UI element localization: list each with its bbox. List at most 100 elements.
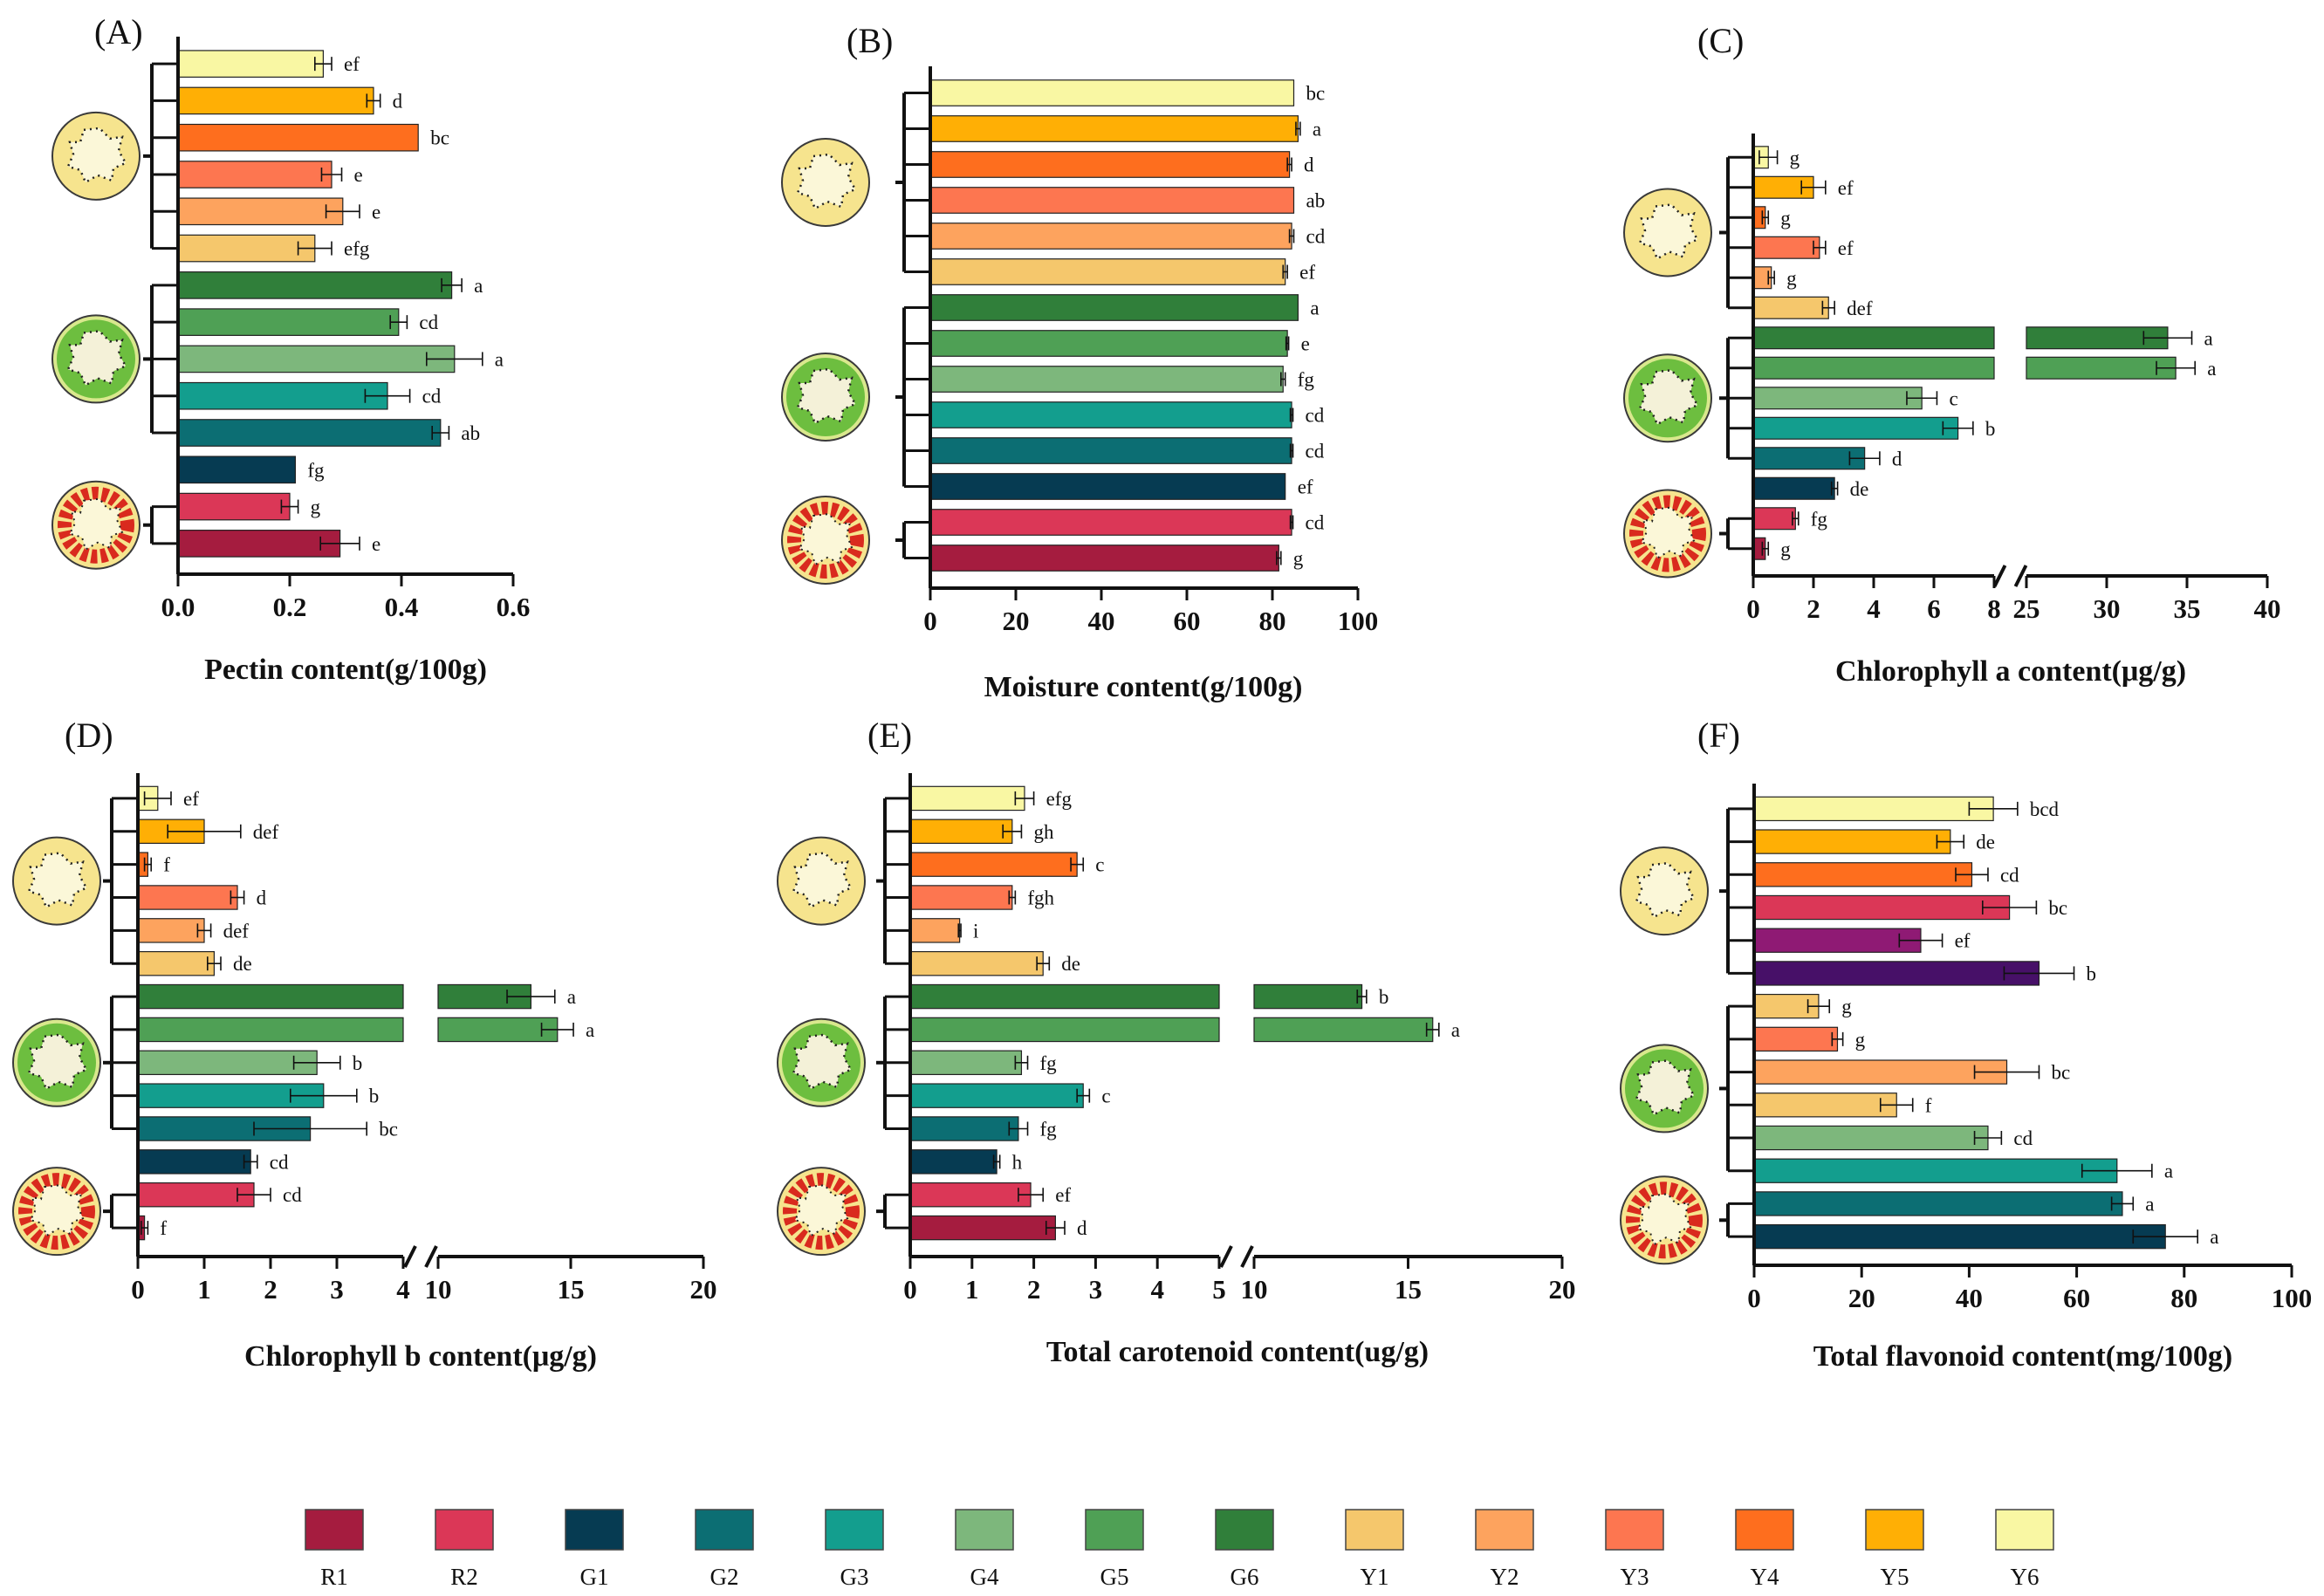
green-kiwi-icon [11, 1017, 102, 1108]
x-tick-label: 6 [1927, 593, 1941, 624]
bar [909, 1215, 1056, 1241]
panel-label: (E) [867, 716, 912, 755]
bar [1752, 326, 1995, 350]
sig-letter: ef [1055, 1184, 1071, 1206]
x-tick-label: 60 [2063, 1283, 2090, 1313]
sig-letter: f [160, 1217, 167, 1239]
legend-label-g1: G1 [580, 1564, 609, 1590]
sig-letter: efg [1046, 788, 1073, 810]
sig-letter: ef [1838, 177, 1854, 199]
legend-label-g6: G6 [1231, 1564, 1259, 1590]
legend-swatch-y4 [1735, 1509, 1794, 1551]
x-tick-label: 1 [197, 1274, 211, 1305]
bar [137, 1017, 404, 1043]
x-tick-label: 25 [2013, 593, 2040, 624]
x-tick-label: 80 [1259, 606, 1286, 636]
sig-letter: f [163, 854, 170, 876]
x-axis-title: Moisture content(g/100g) [984, 671, 1303, 703]
bar [1753, 1059, 2008, 1085]
bar [1253, 1017, 1434, 1043]
x-tick-label: 0 [131, 1274, 145, 1305]
yellow-kiwi-icon [11, 836, 102, 926]
x-tick-label: 0.0 [161, 592, 195, 622]
bar [1753, 1223, 2166, 1250]
sig-letter: ef [183, 788, 199, 810]
sig-letter: ef [1299, 262, 1315, 284]
sig-letter: ab [461, 422, 480, 444]
bar [909, 785, 1025, 812]
x-tick-label: 5 [1212, 1274, 1226, 1305]
bar [137, 885, 238, 910]
sig-letter: d [1304, 154, 1314, 176]
sig-letter: c [1949, 387, 1957, 409]
x-axis-title: Total flavonoid content(mg/100g) [1813, 1340, 2232, 1373]
bar [929, 151, 1291, 178]
sig-letter: a [1451, 1019, 1460, 1041]
bar [929, 401, 1292, 428]
bar [909, 819, 1013, 845]
axis-break [1240, 1245, 1254, 1268]
sig-letter: cd [1306, 441, 1325, 462]
bar [929, 187, 1295, 214]
bar [909, 1149, 997, 1175]
sig-letter: cd [2000, 864, 2019, 886]
sig-letter: bcd [2030, 798, 2060, 820]
sig-letter: fg [307, 459, 325, 481]
x-tick-label: 35 [2174, 593, 2201, 624]
bar [137, 950, 216, 976]
bar [909, 885, 1013, 910]
sig-letter: g [1780, 538, 1791, 560]
x-tick-label: 20 [1848, 1283, 1875, 1313]
x-tick-label: 1 [965, 1274, 979, 1305]
sig-letter: bc [430, 127, 449, 149]
legend-label-y4: Y4 [1751, 1564, 1779, 1590]
sig-letter: a [586, 1019, 594, 1041]
sig-letter: i [973, 920, 978, 942]
bar [1753, 862, 1973, 887]
bar [177, 530, 341, 558]
bar [1753, 796, 1994, 822]
sig-letter: bc [2051, 1062, 2070, 1084]
legend-label-y2: Y2 [1491, 1564, 1519, 1590]
yellow-kiwi-icon [1619, 846, 1710, 936]
x-tick-label: 10 [425, 1274, 452, 1305]
red-kiwi-icon [13, 1168, 100, 1255]
sig-letter: a [2164, 1161, 2173, 1182]
red-kiwi-icon [778, 1168, 865, 1255]
bar [1753, 1093, 1897, 1118]
red-kiwi-icon [782, 497, 869, 584]
sig-letter: def [253, 821, 279, 843]
yellow-kiwi-icon [776, 836, 867, 926]
x-axis-title: Total carotenoid content(ug/g) [1046, 1336, 1429, 1368]
bar [177, 381, 388, 410]
legend-label-g2: G2 [710, 1564, 739, 1590]
sig-letter: b [369, 1086, 380, 1107]
sig-letter: e [372, 533, 380, 555]
bar [1753, 928, 1922, 953]
legend-swatch-y3 [1605, 1509, 1664, 1551]
sig-letter: cd [422, 386, 442, 408]
panel-label: (B) [847, 21, 893, 60]
axis-break [1219, 1245, 1233, 1268]
bar [137, 983, 404, 1010]
bar [137, 1050, 318, 1076]
legend-label-y5: Y5 [1881, 1564, 1909, 1590]
legend: R1 R2 G1 G2 G3 G4 G5 G6 Y1 Y2 Y3 Y4 Y5 Y6 [305, 1509, 2054, 1590]
x-tick-label: 0.2 [273, 592, 307, 622]
sig-letter: fgh [1027, 887, 1054, 909]
x-tick-label: 40 [2254, 593, 2281, 624]
bar [909, 950, 1044, 976]
axis-break [2013, 565, 2028, 587]
bar [909, 852, 1078, 877]
sig-letter: ef [1838, 237, 1854, 259]
sig-letter: cd [283, 1184, 302, 1206]
legend-label-g3: G3 [840, 1564, 869, 1590]
sig-letter: a [2145, 1193, 2154, 1215]
sig-letter: g [1293, 548, 1304, 570]
sig-letter: de [1976, 832, 1995, 853]
legend-swatch-g6 [1215, 1509, 1274, 1551]
